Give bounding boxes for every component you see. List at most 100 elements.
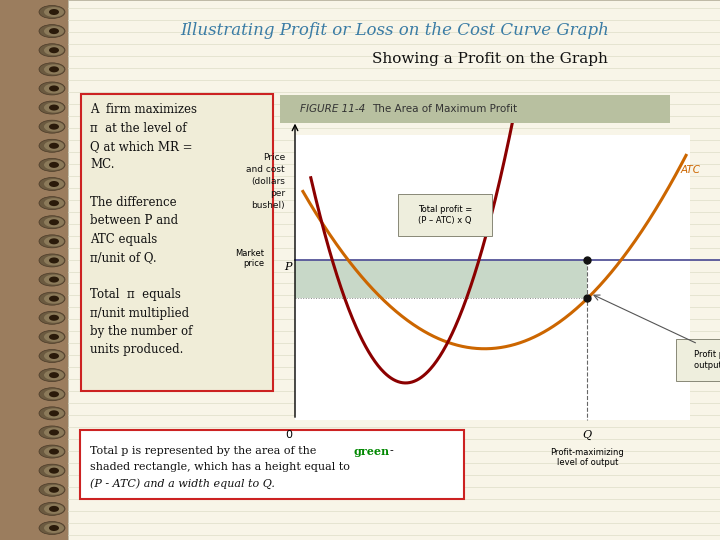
- Ellipse shape: [44, 84, 64, 93]
- Bar: [295, 260, 588, 299]
- Text: The Area of Maximum Profit: The Area of Maximum Profit: [372, 104, 517, 114]
- Text: bushel): bushel): [251, 201, 285, 210]
- Ellipse shape: [39, 388, 65, 401]
- Text: Q: Q: [582, 430, 592, 440]
- Ellipse shape: [44, 179, 64, 189]
- Ellipse shape: [39, 82, 65, 95]
- Text: Price: Price: [263, 153, 285, 162]
- Ellipse shape: [39, 178, 65, 191]
- Ellipse shape: [44, 351, 64, 361]
- Text: and cost: and cost: [246, 165, 285, 174]
- Text: -: -: [390, 446, 394, 456]
- Ellipse shape: [44, 485, 64, 495]
- Text: 0: 0: [286, 430, 292, 440]
- Ellipse shape: [49, 143, 59, 149]
- Ellipse shape: [44, 141, 64, 151]
- Text: P: P: [284, 262, 292, 272]
- Ellipse shape: [49, 315, 59, 321]
- Ellipse shape: [49, 353, 59, 359]
- Ellipse shape: [49, 449, 59, 455]
- Ellipse shape: [39, 63, 65, 76]
- FancyBboxPatch shape: [398, 194, 492, 236]
- Ellipse shape: [49, 429, 59, 435]
- Ellipse shape: [49, 410, 59, 416]
- Ellipse shape: [49, 105, 59, 111]
- Ellipse shape: [39, 483, 65, 496]
- Ellipse shape: [39, 25, 65, 38]
- Ellipse shape: [44, 7, 64, 17]
- Text: (P - ATC) and a width equal to Q.: (P - ATC) and a width equal to Q.: [90, 478, 275, 489]
- FancyBboxPatch shape: [676, 339, 720, 381]
- Ellipse shape: [49, 276, 59, 282]
- Ellipse shape: [49, 9, 59, 15]
- Ellipse shape: [39, 273, 65, 286]
- Text: Profit-maximizing
level of output: Profit-maximizing level of output: [550, 448, 624, 468]
- Ellipse shape: [49, 468, 59, 474]
- Ellipse shape: [39, 292, 65, 305]
- Ellipse shape: [39, 445, 65, 458]
- Ellipse shape: [44, 389, 64, 399]
- Ellipse shape: [44, 370, 64, 380]
- Ellipse shape: [44, 64, 64, 75]
- Ellipse shape: [39, 254, 65, 267]
- Ellipse shape: [39, 407, 65, 420]
- Ellipse shape: [44, 465, 64, 476]
- Ellipse shape: [39, 235, 65, 248]
- Text: A  firm maximizes
π  at the level of
Q at which MR =
MC.
 
The difference
betwee: A firm maximizes π at the level of Q at …: [90, 103, 197, 356]
- Ellipse shape: [39, 44, 65, 57]
- Ellipse shape: [49, 219, 59, 225]
- Ellipse shape: [44, 274, 64, 285]
- Ellipse shape: [44, 294, 64, 303]
- Ellipse shape: [44, 103, 64, 112]
- Ellipse shape: [39, 5, 65, 18]
- FancyBboxPatch shape: [80, 430, 464, 499]
- Ellipse shape: [39, 215, 65, 229]
- Ellipse shape: [49, 525, 59, 531]
- Ellipse shape: [44, 428, 64, 437]
- Ellipse shape: [44, 198, 64, 208]
- Ellipse shape: [44, 26, 64, 36]
- Ellipse shape: [49, 372, 59, 378]
- Bar: [280, 95, 670, 123]
- Ellipse shape: [39, 522, 65, 535]
- Ellipse shape: [39, 120, 65, 133]
- Ellipse shape: [39, 139, 65, 152]
- Ellipse shape: [39, 330, 65, 343]
- Text: Profit per unit of
output (P – ATC): Profit per unit of output (P – ATC): [693, 350, 720, 370]
- Ellipse shape: [44, 447, 64, 456]
- Ellipse shape: [49, 47, 59, 53]
- Text: Total profit =
(P – ATC) x Q: Total profit = (P – ATC) x Q: [418, 205, 472, 225]
- Ellipse shape: [44, 332, 64, 342]
- Ellipse shape: [49, 296, 59, 302]
- Ellipse shape: [49, 487, 59, 493]
- Ellipse shape: [49, 162, 59, 168]
- Ellipse shape: [39, 369, 65, 382]
- Ellipse shape: [49, 334, 59, 340]
- Ellipse shape: [39, 502, 65, 515]
- Text: per: per: [270, 189, 285, 198]
- Text: Total p is represented by the area of the: Total p is represented by the area of th…: [90, 446, 320, 456]
- Ellipse shape: [39, 158, 65, 171]
- Ellipse shape: [39, 426, 65, 439]
- Ellipse shape: [39, 197, 65, 210]
- Ellipse shape: [49, 28, 59, 34]
- Ellipse shape: [44, 237, 64, 246]
- Ellipse shape: [49, 181, 59, 187]
- Text: green: green: [354, 446, 390, 457]
- Ellipse shape: [39, 349, 65, 362]
- Ellipse shape: [44, 313, 64, 323]
- Text: shaded rectangle, which has a height equal to: shaded rectangle, which has a height equ…: [90, 462, 350, 472]
- Ellipse shape: [44, 523, 64, 533]
- Ellipse shape: [44, 408, 64, 418]
- FancyBboxPatch shape: [81, 94, 273, 391]
- Ellipse shape: [49, 391, 59, 397]
- Ellipse shape: [49, 200, 59, 206]
- Ellipse shape: [49, 238, 59, 244]
- Ellipse shape: [49, 258, 59, 264]
- Ellipse shape: [44, 122, 64, 132]
- Ellipse shape: [49, 66, 59, 72]
- Text: Market
price: Market price: [235, 249, 264, 268]
- Text: Illustrating Profit or Loss on the Cost Curve Graph: Illustrating Profit or Loss on the Cost …: [181, 22, 609, 39]
- Ellipse shape: [44, 504, 64, 514]
- Ellipse shape: [49, 506, 59, 512]
